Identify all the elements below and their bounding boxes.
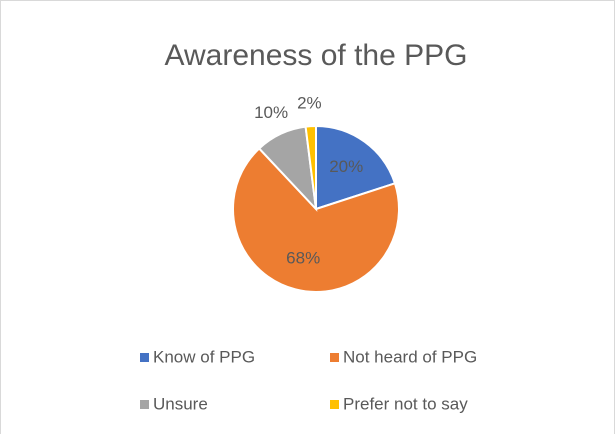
data-label: 10% <box>254 103 288 122</box>
legend-swatch <box>140 353 149 362</box>
legend-label: Unsure <box>153 394 208 413</box>
data-label: 20% <box>329 157 363 176</box>
pie-slice <box>232 147 400 293</box>
legend-swatch <box>330 400 339 409</box>
data-label: 68% <box>286 248 320 267</box>
legend-label: Know of PPG <box>153 347 255 366</box>
pie-slice <box>315 124 397 211</box>
pie-slice <box>304 124 317 210</box>
legend-label: Prefer not to say <box>343 394 468 413</box>
chart-title: Awareness of the PPG <box>165 39 468 72</box>
legend-swatch <box>140 400 149 409</box>
legend-swatch <box>330 353 339 362</box>
data-label: 2% <box>297 93 322 112</box>
legend-label: Not heard of PPG <box>343 347 477 366</box>
